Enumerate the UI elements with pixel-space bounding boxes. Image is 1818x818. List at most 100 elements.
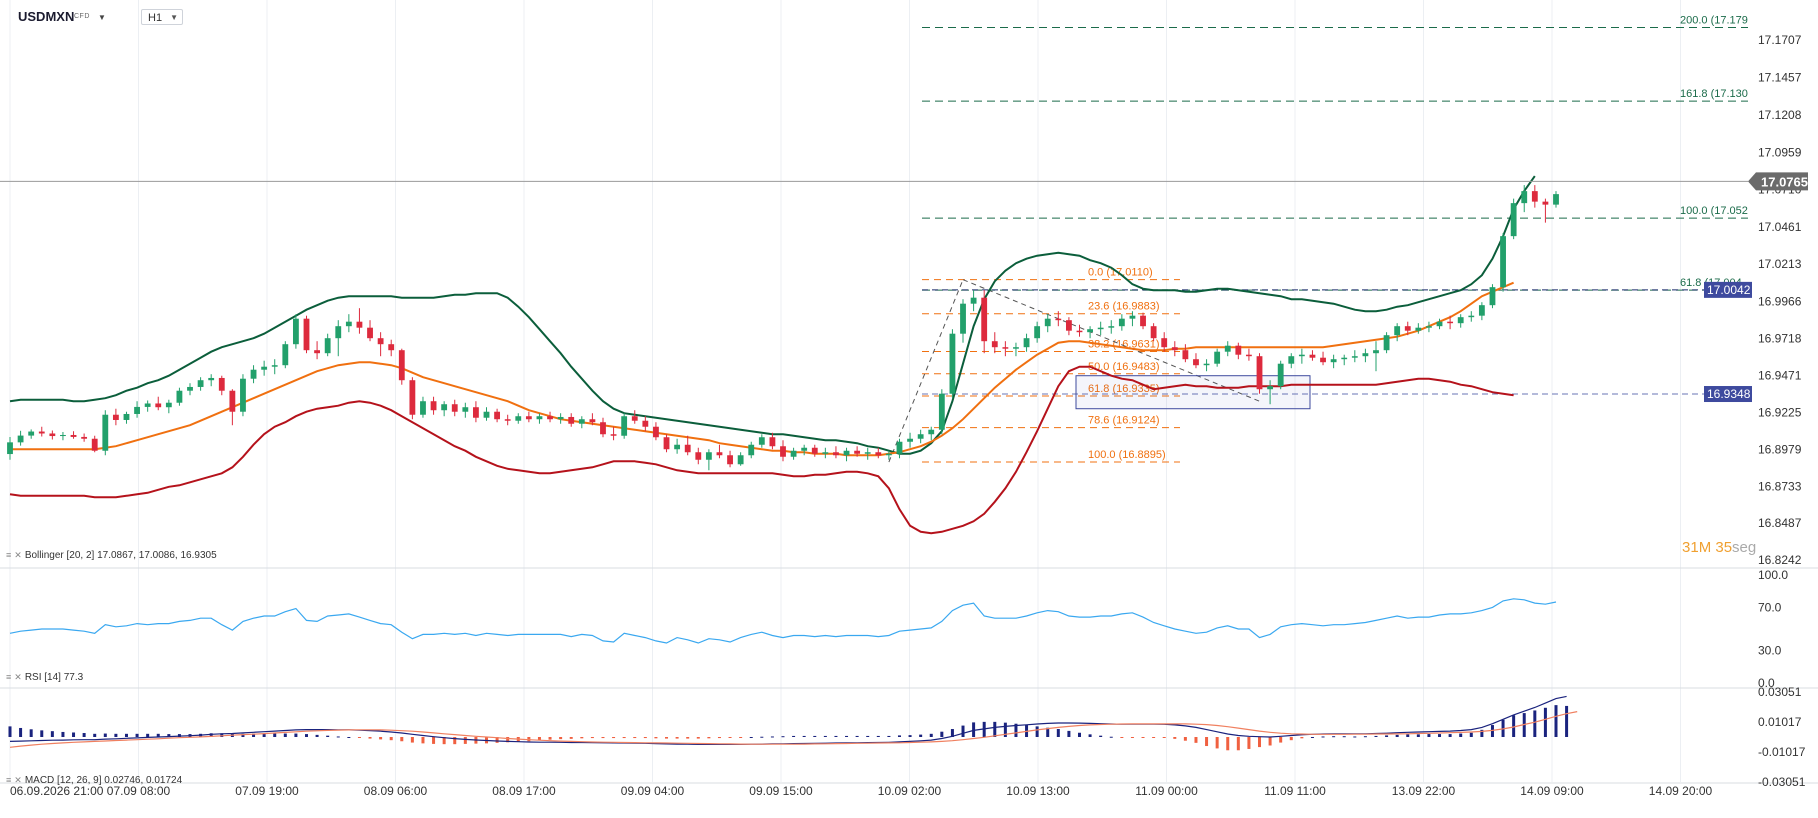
candle-bear	[155, 403, 162, 408]
candle-bear	[1309, 354, 1316, 358]
macd-histogram-bar	[1490, 725, 1494, 737]
x-tick-label: 08.09 06:00	[364, 784, 428, 798]
macd-histogram-bar	[612, 737, 616, 739]
candle-bear	[547, 416, 553, 420]
candle-bull	[1034, 326, 1041, 339]
countdown-minutes-unit: M	[1698, 539, 1712, 556]
candle-bull	[928, 429, 935, 435]
bollinger-lower-band	[9, 365, 1514, 535]
candle-bear	[610, 434, 617, 436]
symbol-title[interactable]: USDMXN	[18, 9, 75, 24]
candle-bull	[1521, 191, 1528, 204]
candle-bull	[324, 338, 331, 354]
candle-bull	[1383, 335, 1390, 351]
macd-histogram-bar	[1279, 737, 1283, 743]
candle-bear	[811, 447, 818, 454]
close-icon[interactable]: ✕	[14, 775, 22, 785]
candle-bull	[187, 386, 193, 391]
macd-histogram-bar	[432, 737, 436, 744]
candle-bear	[695, 452, 702, 460]
x-tick-label: 14.09 20:00	[1649, 784, 1713, 798]
candle-bear	[1076, 330, 1083, 333]
macd-histogram-bar	[834, 735, 838, 737]
fib-retracement-label: 61.8 (16.9335)	[1088, 383, 1160, 395]
macd-histogram-bar	[929, 733, 933, 737]
candle-bull	[1341, 357, 1348, 360]
macd-histogram-bar	[1395, 734, 1399, 737]
candle-bull	[864, 452, 871, 454]
candle-bear	[875, 452, 882, 456]
macd-histogram-bar	[792, 735, 796, 737]
macd-histogram-bar	[347, 737, 351, 738]
macd-histogram-bar	[569, 737, 573, 739]
macd-histogram-bar	[1363, 736, 1367, 738]
x-tick-label: 14.09 09:00	[1520, 784, 1584, 798]
fib-retracement-label: 50.0 (16.9483)	[1088, 361, 1160, 373]
settings-icon[interactable]: ≡	[6, 672, 12, 682]
candle-bear	[303, 318, 310, 351]
macd-histogram-bar	[1141, 737, 1145, 738]
macd-histogram-bar	[1247, 737, 1251, 749]
timeframe-select[interactable]: H1 ▼	[141, 9, 183, 25]
instrument-type-badge: CFD	[74, 13, 90, 20]
candle-bull	[165, 402, 172, 408]
candle-bear	[600, 422, 606, 435]
macd-histogram-bar	[1014, 723, 1018, 737]
macd-histogram-bar	[876, 735, 880, 737]
candle-bull	[843, 450, 850, 456]
candle-bull	[1351, 356, 1358, 358]
candle-bull	[748, 444, 755, 456]
x-tick-label: 08.09 17:00	[492, 784, 556, 798]
macd-histogram-bar	[50, 731, 54, 737]
chevron-down-icon[interactable]: ▼	[98, 13, 106, 22]
macd-histogram-bar	[379, 737, 383, 740]
bollinger-label: Bollinger [20, 2] 17.0867, 17.0086, 16.9…	[24, 550, 217, 561]
macd-histogram-bar	[61, 731, 65, 737]
macd-histogram-bar	[940, 731, 944, 737]
macd-histogram-bar	[823, 735, 827, 737]
macd-tick-label: 0.03051	[1758, 685, 1802, 699]
macd-histogram-bar	[1035, 726, 1039, 737]
close-icon[interactable]: ✕	[14, 550, 22, 560]
macd-histogram-bar	[167, 734, 171, 737]
macd-histogram-bar	[665, 737, 669, 739]
candle-bear	[525, 416, 532, 420]
settings-icon[interactable]: ≡	[6, 550, 12, 560]
macd-histogram-bar	[855, 735, 859, 737]
macd-histogram-bar	[304, 734, 308, 737]
macd-histogram-bar	[908, 735, 912, 737]
candle-bull	[1457, 317, 1464, 324]
candle-bull	[197, 380, 204, 387]
candle-bear	[229, 390, 236, 412]
candle-bull	[1277, 363, 1284, 387]
candle-bear	[727, 455, 733, 465]
macd-histogram-bar	[1427, 734, 1431, 737]
macd-histogram-bar	[1056, 729, 1060, 737]
macd-histogram-bar	[252, 733, 256, 737]
candle-bull	[7, 442, 13, 455]
candle-bull	[737, 455, 744, 465]
candle-bear	[780, 446, 786, 457]
macd-histogram-bar	[1194, 737, 1198, 743]
candle-bull	[335, 326, 342, 339]
macd-histogram-bar	[241, 733, 245, 737]
candle-bull	[208, 377, 215, 381]
candle-bear	[1235, 345, 1242, 355]
close-icon[interactable]: ✕	[14, 672, 22, 682]
macd-histogram-bar	[1416, 734, 1420, 737]
candle-bull	[250, 369, 257, 379]
candle-bear	[833, 452, 839, 456]
macd-histogram-bar	[1374, 735, 1378, 737]
macd-histogram-bar	[326, 735, 330, 737]
candle-bear	[1065, 320, 1072, 331]
settings-icon[interactable]: ≡	[6, 775, 12, 785]
macd-histogram-bar	[813, 735, 817, 737]
price-tick-label: 16.9718	[1758, 331, 1802, 345]
candle-bear	[409, 380, 416, 415]
macd-histogram-bar	[717, 737, 721, 739]
candle-countdown: 31M 35seg	[1682, 539, 1756, 556]
fib-extension-label: 200.0 (17.179	[1680, 15, 1748, 27]
macd-histogram-bar	[760, 736, 764, 738]
